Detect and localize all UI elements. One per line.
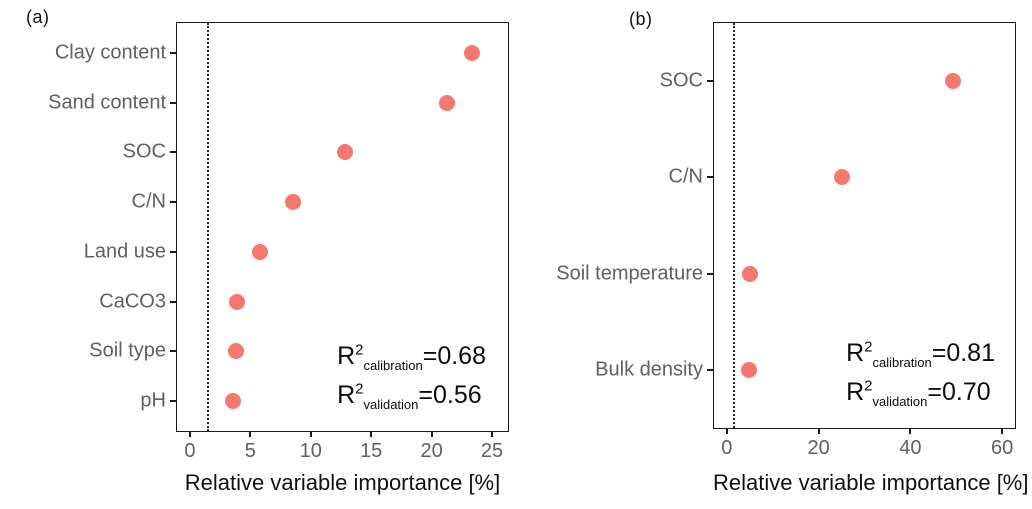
y-axis-tick <box>707 369 714 372</box>
y-category-label: Land use <box>83 240 166 263</box>
x-tick-label: 40 <box>899 437 922 459</box>
r-exponent: 2 <box>355 341 364 359</box>
panel-b-plot-area: R2calibration=0.81 R2validation=0.70 SOC C… <box>556 22 1016 459</box>
panel-a-label: (a) <box>26 7 50 27</box>
r-symbol: R <box>846 339 865 367</box>
reference-dotted-line <box>207 23 210 431</box>
data-point <box>252 243 269 260</box>
x-axis-tick <box>491 431 494 437</box>
y-category-label: C/N <box>668 165 703 188</box>
y-category-label: pH <box>140 389 166 412</box>
x-tick-label: 10 <box>299 440 322 462</box>
r-subscript: calibration <box>363 358 423 373</box>
x-axis-tick <box>249 431 252 437</box>
r-exponent: 2 <box>355 380 364 398</box>
panel-b-annotations: R2calibration=0.81 R2validation=0.70 <box>846 334 995 412</box>
r-squared-annotation: R2validation=0.56 <box>337 376 486 415</box>
data-point <box>741 265 758 282</box>
x-tick-label: 20 <box>420 440 443 462</box>
r-value: =0.70 <box>927 378 991 406</box>
y-axis-tick <box>170 400 177 403</box>
r-exponent: 2 <box>864 338 873 356</box>
r-squared-annotation: R2calibration=0.68 <box>337 337 486 376</box>
y-category-label: Soil type <box>89 339 166 362</box>
x-tick-label: 25 <box>480 440 504 462</box>
x-axis-tick <box>370 431 373 437</box>
y-axis-tick <box>170 51 177 54</box>
data-point <box>834 169 851 186</box>
data-point <box>463 44 480 61</box>
x-tick-label: 15 <box>360 440 383 462</box>
y-axis-tick <box>170 250 177 253</box>
data-point <box>225 393 242 410</box>
r-squared-annotation: R2calibration=0.81 <box>846 334 995 373</box>
y-category-label: Soil temperature <box>556 262 703 285</box>
r-symbol: R <box>337 342 356 370</box>
data-point <box>284 194 301 211</box>
r-subscript: validation <box>872 394 928 409</box>
r-subscript: validation <box>363 397 419 412</box>
panel-b-x-axis-title: Relative variable importance [%] <box>713 470 1029 495</box>
x-axis-tick <box>309 431 312 437</box>
x-axis-tick <box>817 428 820 434</box>
reference-dotted-line <box>732 23 735 428</box>
data-point <box>227 343 244 360</box>
y-category-label: Clay content <box>54 41 166 64</box>
y-axis-tick <box>170 151 177 154</box>
data-point <box>945 72 962 89</box>
r-subscript: calibration <box>872 355 932 370</box>
data-point <box>439 94 456 111</box>
r-symbol: R <box>846 378 865 406</box>
data-point <box>229 293 246 310</box>
r-value: =0.68 <box>422 342 486 370</box>
r-value: =0.81 <box>931 339 995 367</box>
y-category-label: Bulk density <box>595 358 703 381</box>
y-category-label: SOC <box>122 140 166 163</box>
x-axis-tick <box>188 431 191 437</box>
y-axis-tick <box>707 272 714 275</box>
y-axis-tick <box>707 176 714 179</box>
y-axis-tick <box>707 79 714 82</box>
x-tick-label: 20 <box>807 437 830 459</box>
x-tick-label: 0 <box>184 440 196 462</box>
y-axis-tick <box>170 101 177 104</box>
panel-a-x-axis-title: Relative variable importance [%] <box>184 470 501 495</box>
panel-a-plot-area: R2calibration=0.68 R2validation=0.56 Clay… <box>48 22 509 462</box>
x-axis-tick <box>1001 428 1004 434</box>
x-axis-tick <box>725 428 728 434</box>
data-point <box>336 144 353 161</box>
x-tick-label: 5 <box>244 440 256 462</box>
x-tick-label: 60 <box>991 437 1014 459</box>
r-squared-annotation: R2validation=0.70 <box>846 373 995 412</box>
y-category-label: SOC <box>659 69 703 92</box>
r-exponent: 2 <box>864 377 873 395</box>
x-axis-tick <box>909 428 912 434</box>
data-point <box>740 362 757 379</box>
y-category-label: Sand content <box>48 91 166 114</box>
panel-b-label: (b) <box>629 9 653 29</box>
y-category-label: CaCO3 <box>99 290 166 313</box>
x-axis-tick <box>430 431 433 437</box>
y-category-label: C/N <box>131 190 166 213</box>
y-axis-tick <box>170 300 177 303</box>
y-axis-tick <box>170 201 177 204</box>
y-axis-tick <box>170 350 177 353</box>
r-value: =0.56 <box>418 381 482 409</box>
panel-a-annotations: R2calibration=0.68 R2validation=0.56 <box>337 337 486 415</box>
x-tick-label: 0 <box>721 437 733 459</box>
r-symbol: R <box>337 381 356 409</box>
